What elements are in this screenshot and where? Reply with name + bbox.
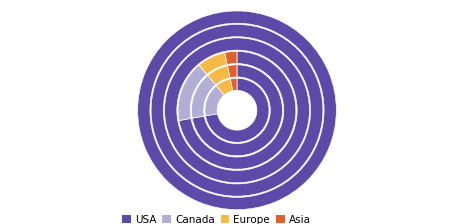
Wedge shape [138,11,336,210]
Wedge shape [205,78,269,142]
Wedge shape [230,78,237,91]
Wedge shape [205,86,224,116]
Wedge shape [199,53,227,74]
Wedge shape [217,79,233,95]
Wedge shape [151,24,323,196]
Wedge shape [208,66,230,85]
Wedge shape [192,65,283,156]
Wedge shape [225,51,237,65]
Wedge shape [164,38,310,183]
Legend: USA, Canada, Europe, Asia: USA, Canada, Europe, Asia [122,215,311,224]
Wedge shape [178,65,207,121]
Wedge shape [228,65,237,78]
Wedge shape [179,51,296,169]
Wedge shape [191,75,216,118]
